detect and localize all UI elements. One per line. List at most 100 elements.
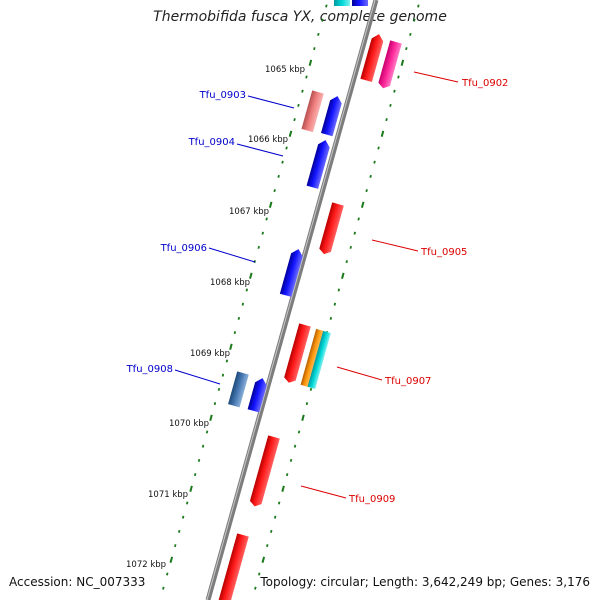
forward-track-tick	[281, 160, 284, 164]
forward-track-tick	[178, 529, 181, 533]
forward-track-tick	[237, 316, 241, 320]
kbp-label-1065: 1065 kbp	[265, 65, 305, 75]
reverse-track-tick	[305, 402, 309, 406]
forward-track-tick	[162, 586, 165, 590]
forward-track-tick	[205, 430, 209, 434]
gene-leader-lines	[174, 71, 459, 499]
forward-track-tick	[261, 231, 264, 235]
accession-label: Accession: NC_007333	[9, 575, 146, 589]
gene-label-tfu-0902[interactable]: Tfu_0902	[461, 78, 508, 89]
forward-track-tick	[257, 245, 260, 249]
gene-labels: Tfu_0902 Tfu_0903 Tfu_0904 Tfu_0905 Tfu_…	[126, 78, 509, 505]
reverse-track-tick	[309, 387, 313, 391]
forward-track-tick	[301, 89, 304, 93]
gene-label-tfu-0906[interactable]: Tfu_0906	[160, 243, 207, 254]
forward-track-tick	[201, 444, 205, 448]
gene-arrow-tfu-0906[interactable]	[279, 247, 304, 297]
forward-track-tick	[209, 414, 213, 421]
leader-tfu-0909	[300, 485, 347, 499]
forward-track-tick	[166, 572, 169, 576]
forward-track-tick	[249, 272, 253, 279]
reverse-track-tick	[360, 201, 365, 208]
gene-arrow-reverse-e[interactable]	[215, 533, 249, 600]
reverse-track-tick	[417, 4, 420, 8]
forward-track-tick	[213, 402, 217, 406]
forward-track-tick	[305, 75, 308, 79]
kbp-label-1070: 1070 kbp	[169, 419, 209, 429]
gene-arrow-reverse-c[interactable]	[283, 323, 311, 384]
gene-label-tfu-0908[interactable]: Tfu_0908	[126, 364, 173, 375]
forward-track-tick	[241, 302, 245, 306]
gene-label-tfu-0907[interactable]: Tfu_0907	[384, 376, 431, 387]
forward-track-tick	[197, 458, 201, 462]
forward-track-tick	[189, 485, 193, 492]
gene-arrow-tfu-0905[interactable]	[318, 202, 344, 255]
leader-tfu-0904	[236, 143, 284, 157]
leader-tfu-0903	[247, 95, 295, 109]
gene-arrow-forward-b[interactable]	[321, 94, 343, 137]
gene-arrow-reverse-a[interactable]	[360, 33, 384, 82]
kbp-label-1072: 1072 kbp	[126, 560, 166, 570]
forward-track-tick	[313, 47, 316, 51]
reverse-track-tick	[373, 160, 376, 164]
leader-tfu-0906	[208, 247, 256, 263]
reverse-track-tick	[365, 189, 368, 193]
reverse-track-tick	[254, 586, 257, 590]
gene-label-tfu-0903[interactable]: Tfu_0903	[199, 90, 246, 101]
reverse-track-tick	[301, 414, 305, 421]
gene-fragment-blue	[352, 0, 368, 6]
kbp-label-1066: 1066 kbp	[248, 135, 288, 145]
reverse-track-tick	[393, 89, 396, 93]
forward-track-tick	[268, 201, 273, 208]
forward-track-tick	[225, 359, 229, 363]
forward-track-tick	[325, 4, 328, 8]
gene-arrow-tfu-0909[interactable]	[249, 435, 280, 508]
forward-track-tick	[193, 473, 197, 477]
forward-track-tick	[321, 18, 324, 22]
forward-track-tick	[293, 118, 296, 122]
forward-track-tick	[174, 544, 177, 548]
gene-arrow-tfu-0907[interactable]	[307, 330, 331, 389]
reverse-track-tick	[369, 174, 372, 178]
reverse-track-tick	[353, 231, 356, 235]
reverse-track-tick	[289, 458, 293, 462]
forward-track-tick	[285, 146, 288, 150]
forward-track-tick	[297, 103, 300, 107]
forward-track-tick	[308, 59, 313, 66]
gene-arrow-tfu-0903[interactable]	[301, 90, 324, 133]
gene-label-tfu-0909[interactable]: Tfu_0909	[348, 494, 395, 505]
gene-label-tfu-0905[interactable]: Tfu_0905	[420, 247, 467, 258]
gene-arrows	[215, 33, 402, 600]
kbp-label-1068: 1068 kbp	[210, 278, 250, 288]
forward-track-tick	[181, 515, 185, 519]
reverse-track-tick	[413, 18, 416, 22]
forward-track-tick	[317, 32, 320, 36]
forward-tick-track	[162, 4, 328, 590]
forward-track-tick	[245, 288, 248, 292]
reverse-track-tick	[329, 316, 333, 320]
gene-label-tfu-0904[interactable]: Tfu_0904	[188, 137, 235, 148]
gene-arrow-orange[interactable]	[300, 328, 324, 387]
reverse-track-tick	[266, 544, 269, 548]
forward-track-tick	[217, 387, 221, 391]
forward-track-tick	[265, 217, 268, 221]
reverse-track-tick	[380, 130, 385, 137]
gene-arrow-forward-d[interactable]	[247, 376, 269, 413]
leader-tfu-0905	[371, 239, 419, 252]
forward-track-tick	[277, 174, 280, 178]
gene-arrow-tfu-0908[interactable]	[228, 371, 249, 408]
reverse-track-tick	[377, 146, 380, 150]
gene-arrow-tfu-0902[interactable]	[377, 40, 402, 89]
forward-track-tick	[169, 556, 174, 563]
reverse-track-tick	[293, 444, 297, 448]
gene-arrow-tfu-0904[interactable]	[306, 138, 332, 189]
gene-fragments-top	[334, 0, 368, 6]
reverse-track-tick	[389, 103, 392, 107]
kbp-label-1069: 1069 kbp	[190, 349, 230, 359]
kbp-label-1071: 1071 kbp	[148, 490, 188, 500]
reverse-track-tick	[409, 32, 412, 36]
reverse-track-tick	[258, 572, 261, 576]
forward-track-tick	[221, 373, 225, 377]
reverse-track-tick	[273, 515, 277, 519]
